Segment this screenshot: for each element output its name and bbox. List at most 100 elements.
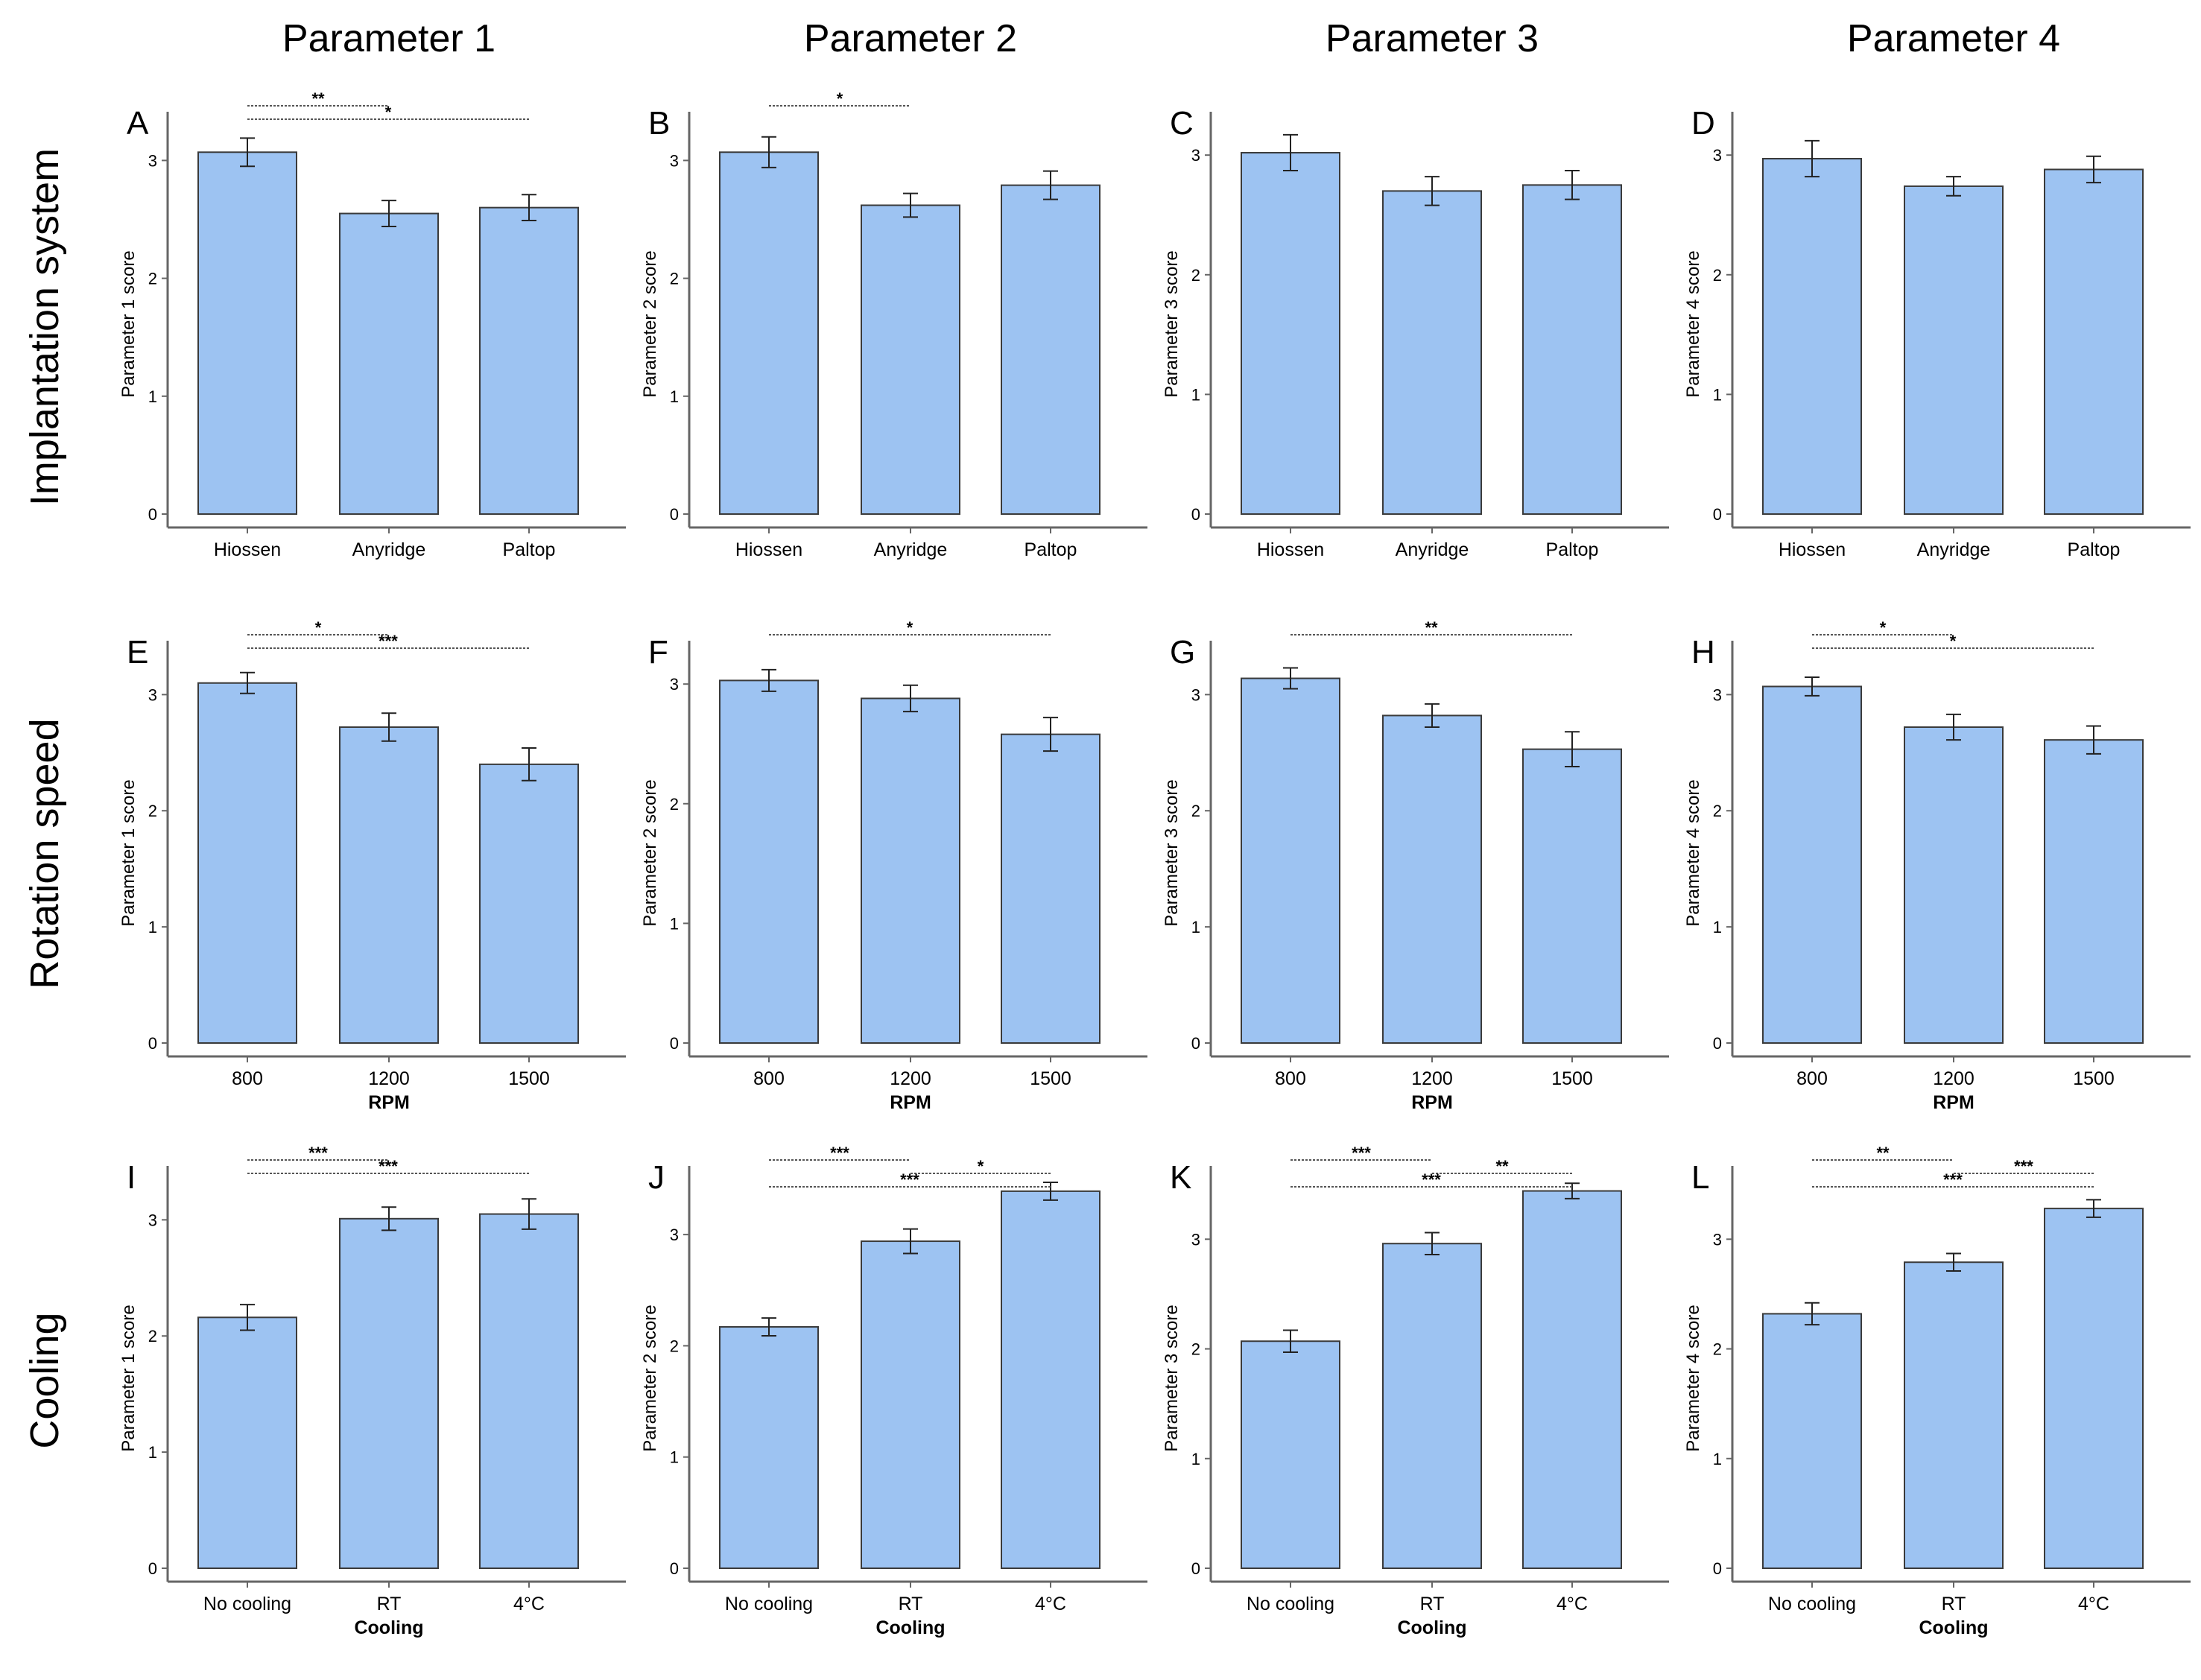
y-axis-label: Parameter 4 score (1683, 1305, 1703, 1451)
bar-2 (1904, 185, 2004, 515)
panel-letter: C (1170, 105, 1194, 142)
y-tick-label: 3 (670, 1226, 679, 1244)
bar-3 (1522, 1190, 1622, 1570)
y-tick-label: 0 (1713, 1034, 1722, 1053)
bar-1 (1762, 1313, 1862, 1569)
x-tick-label: 800 (753, 1068, 785, 1089)
bar-2 (861, 697, 960, 1044)
x-tick-label: 1500 (2073, 1068, 2115, 1089)
x-axis-label: RPM (890, 1092, 931, 1113)
x-tick-label: Paltop (2068, 539, 2121, 560)
chart-svg: H 0 1 2 3 Parameter 4 score 800 1200 1500 RPM * * (1683, 618, 2191, 1113)
column-header-4: Parameter 4 (1846, 17, 2061, 60)
bar-1 (719, 151, 819, 516)
significance-label: * (1880, 618, 1887, 637)
bar-2 (1382, 190, 1482, 515)
y-tick-label: 0 (1191, 1034, 1200, 1053)
y-tick-label: 2 (148, 802, 157, 820)
row-header-implantation-system: Implantation system (22, 148, 67, 507)
x-tick-label: Paltop (503, 539, 556, 560)
y-tick-label: 1 (1191, 918, 1200, 936)
y-tick-label: 3 (148, 151, 157, 170)
bar-2 (1904, 726, 2004, 1044)
bar-3 (1001, 184, 1100, 515)
bar-2 (1382, 714, 1482, 1044)
y-tick-label: 0 (148, 1559, 157, 1578)
bar-3 (2044, 1208, 2144, 1569)
significance-label: * (315, 618, 322, 637)
y-tick-label: 2 (1713, 802, 1722, 820)
x-tick-label: No cooling (725, 1594, 813, 1614)
y-axis-label: Parameter 1 score (118, 779, 139, 926)
bar-3 (479, 763, 579, 1044)
chart-svg: G 0 1 2 3 Parameter 3 score 800 1200 1500 RPM ** (1162, 618, 1669, 1113)
y-tick-label: 3 (1191, 146, 1200, 165)
chart-panel-k: K 0 1 2 3 Parameter 3 score No cooling RT 4°C Coo… (1140, 1144, 1669, 1665)
y-tick-label: 1 (1713, 385, 1722, 404)
bar-1 (197, 151, 297, 516)
x-tick-label: RT (1942, 1594, 1966, 1614)
x-tick-label: Paltop (1546, 539, 1599, 560)
x-tick-label: Hiossen (1779, 539, 1846, 560)
significance-label: *** (1943, 1170, 1963, 1189)
x-tick-label: 800 (232, 1068, 263, 1089)
x-tick-label: 800 (1796, 1068, 1828, 1089)
bar-1 (719, 1326, 819, 1569)
y-axis-label: Parameter 3 score (1162, 250, 1182, 397)
bar-1 (719, 679, 819, 1044)
y-tick-label: 3 (1191, 685, 1200, 704)
x-tick-label: Hiossen (735, 539, 802, 560)
panel-letter: K (1170, 1159, 1191, 1196)
bar-2 (1382, 1243, 1482, 1569)
bar-3 (1001, 1190, 1100, 1569)
significance-label: * (907, 618, 913, 637)
x-tick-label: Anyridge (1396, 539, 1469, 560)
chart-svg: D 0 1 2 3 Parameter 4 score Hiossen Anyridge Pal… (1683, 105, 2191, 560)
x-tick-label: No cooling (203, 1594, 291, 1614)
y-tick-label: 3 (1713, 685, 1722, 704)
y-tick-label: 0 (1191, 1559, 1200, 1578)
y-tick-label: 1 (1713, 918, 1722, 936)
x-axis-label: Cooling (875, 1617, 945, 1638)
y-axis-label: Parameter 1 score (118, 1305, 139, 1451)
y-tick-label: 2 (1191, 802, 1200, 820)
x-axis-label: Cooling (1919, 1617, 1988, 1638)
panel-letter: J (648, 1159, 665, 1196)
bar-1 (197, 1316, 297, 1569)
chart-svg: C 0 1 2 3 Parameter 3 score Hiossen Anyridge Pal… (1162, 105, 1669, 560)
chart-svg: I 0 1 2 3 Parameter 1 score No cooling RT 4°C Coo… (118, 1144, 626, 1638)
y-tick-label: 2 (1713, 1340, 1722, 1359)
chart-panel-a: A 0 1 2 3 Parameter 1 score Hiossen Anyridge Pal… (97, 89, 626, 611)
x-axis-label: Cooling (354, 1617, 423, 1638)
x-tick-label: 1200 (1411, 1068, 1453, 1089)
x-tick-label: 1500 (508, 1068, 550, 1089)
y-tick-label: 0 (670, 1559, 679, 1578)
y-tick-label: 3 (1713, 146, 1722, 165)
bar-2 (861, 204, 960, 516)
y-axis-label: Parameter 2 score (640, 250, 660, 397)
x-tick-label: Anyridge (352, 539, 426, 560)
bar-2 (339, 212, 439, 515)
y-tick-label: 3 (670, 151, 679, 170)
x-tick-label: Hiossen (1257, 539, 1324, 560)
chart-panel-f: F 0 1 2 3 Parameter 2 score 800 1200 1500 RPM * (618, 618, 1147, 1140)
y-axis-label: Parameter 3 score (1162, 779, 1182, 926)
y-axis-label: Parameter 2 score (640, 1305, 660, 1451)
y-tick-label: 1 (1191, 1450, 1200, 1468)
bar-2 (339, 726, 439, 1044)
x-tick-label: 1500 (1551, 1068, 1593, 1089)
significance-label: *** (308, 1144, 328, 1162)
chart-panel-j: J 0 1 2 3 Parameter 2 score No cooling RT 4°C Coo… (618, 1144, 1147, 1665)
significance-label: ** (1495, 1157, 1509, 1176)
bar-1 (1241, 1340, 1340, 1569)
chart-panel-l: L 0 1 2 3 Parameter 4 score No cooling RT 4°C Coo… (1662, 1144, 2191, 1665)
y-tick-label: 0 (1713, 1559, 1722, 1578)
y-tick-label: 0 (1713, 505, 1722, 524)
x-axis-label: RPM (368, 1092, 410, 1113)
y-tick-label: 2 (1191, 1340, 1200, 1359)
y-tick-label: 0 (670, 1034, 679, 1053)
x-tick-label: Paltop (1025, 539, 1077, 560)
x-axis-label: RPM (1933, 1092, 1974, 1113)
y-tick-label: 1 (670, 387, 679, 406)
significance-label: * (385, 103, 392, 121)
